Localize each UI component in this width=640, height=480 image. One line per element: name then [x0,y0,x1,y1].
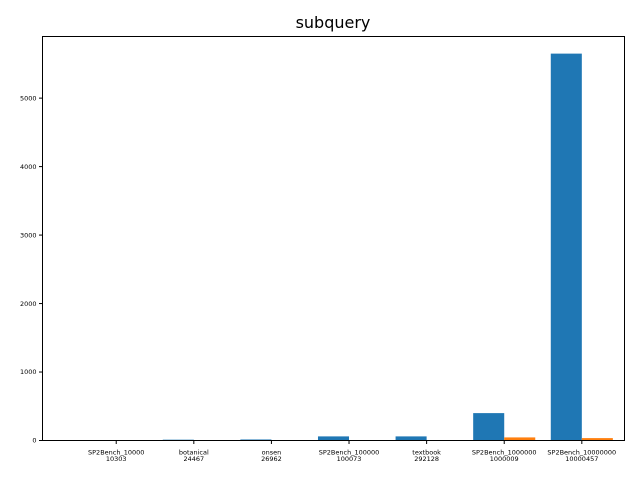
x-tick-label-size: 10303 [106,455,127,463]
bar-series-1 [395,436,427,441]
y-tick-label: 1000 [20,368,37,376]
bar-series-1 [317,436,350,441]
x-tick-label-size: 24467 [183,455,204,463]
bar-series-1 [550,53,582,441]
bar-series-1 [240,439,272,441]
x-tick-label-name: SP2Bench_10000 [88,449,144,457]
x-tick-label-name: botanical [179,449,209,457]
x-tick-label-name: onsen [262,449,282,457]
x-tick-label-size: 1000009 [490,455,519,463]
bar-series-1 [473,413,505,441]
y-tick-label: 0 [32,437,36,445]
y-tick-label: 4000 [20,163,37,171]
x-tick-label-size: 26962 [261,455,282,463]
bar-series-2 [581,438,613,441]
x-tick-label-size: 292128 [414,455,439,463]
plot-area: 0 1000 2000 3000 4000 5000 SP2Bench_1000010303… [20,53,616,463]
y-tick-label: 2000 [20,300,37,308]
x-tick-label-name: SP2Bench_1000000 [472,449,537,457]
x-tick-label-name: SP2Bench_10000000 [547,449,616,457]
x-tick-label-size: 100073 [337,455,362,463]
y-tick-label: 3000 [20,231,37,239]
chart-title: subquery [296,13,371,32]
axes-frame [42,36,625,441]
x-tick-label-name: SP2Bench_100000 [319,449,380,457]
x-tick-label-size: 10000457 [565,455,598,463]
y-tick-label: 5000 [20,94,37,102]
bar-series-2 [504,437,536,441]
x-tick-label-name: textbook [412,449,441,457]
